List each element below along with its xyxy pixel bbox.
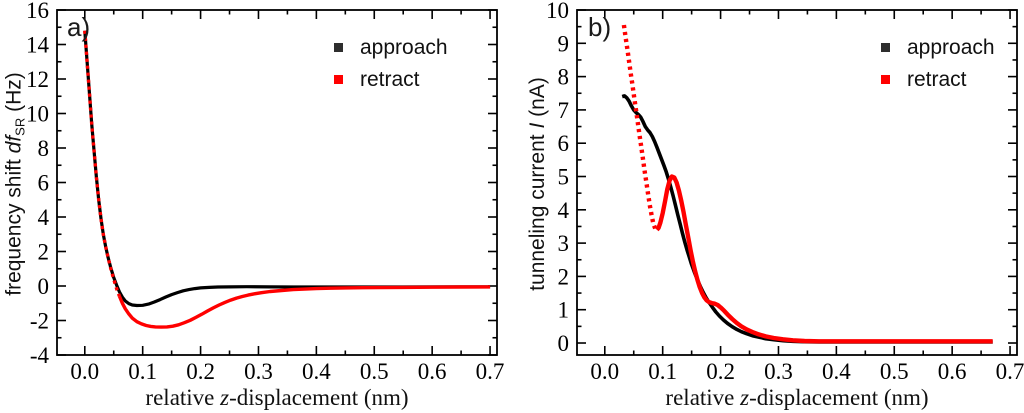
- legend-item-retract: retract: [881, 68, 995, 91]
- panel-a-legend: approach retract: [334, 36, 448, 91]
- x-tick-label: 0.2: [706, 359, 735, 384]
- x-tick-label: 0.5: [880, 359, 909, 384]
- panel-a-x-axis-title: relative z-displacement (nm): [145, 385, 408, 411]
- x-title-symbol-a: z: [220, 385, 230, 410]
- x-tick-label: 0.0: [590, 359, 619, 384]
- legend-item-retract: retract: [334, 68, 448, 91]
- legend-label-retract: retract: [360, 68, 420, 91]
- y-tick-label: 0: [558, 331, 570, 356]
- x-tick-label: 0.3: [764, 359, 793, 384]
- y-tick-label: 10: [26, 102, 49, 127]
- legend-item-approach: approach: [881, 36, 995, 59]
- retract-curve: [117, 285, 491, 329]
- legend-item-approach: approach: [334, 36, 448, 59]
- y-tick-label: 12: [26, 67, 49, 92]
- panel-b-legend: approach retract: [881, 36, 995, 91]
- approach-curve: [621, 94, 993, 344]
- y-title-unit-b: (nA): [526, 77, 549, 123]
- y-tick-label: 14: [26, 33, 50, 58]
- x-tick-label: 0.7: [476, 359, 505, 384]
- x-tick-label: 0.7: [996, 359, 1024, 384]
- x-tick-label: 0.6: [418, 359, 447, 384]
- x-tick-label: 0.3: [244, 359, 273, 384]
- y-tick-label: 6: [38, 171, 50, 196]
- x-tick-label: 0.5: [360, 359, 389, 384]
- y-tick-label: 16: [26, 0, 49, 23]
- axes-frame: [576, 9, 1018, 356]
- panel-a-label: a): [67, 12, 91, 42]
- y-tick-label: 8: [558, 65, 570, 90]
- y-title-unit-a: (Hz): [2, 72, 26, 118]
- legend-label-approach: approach: [907, 36, 995, 59]
- y-title-symbol-a: df: [2, 135, 26, 154]
- panel-b-x-axis-title: relative z-displacement (nm): [665, 385, 928, 411]
- x-title-unit-a: -displacement (nm): [229, 385, 409, 410]
- y-tick-label: 10: [546, 0, 569, 23]
- y-title-text-b: tunneling current: [526, 128, 549, 291]
- legend-label-approach: approach: [360, 36, 448, 59]
- y-tick-label: 2: [558, 264, 570, 289]
- panel-b-label: b): [588, 12, 612, 42]
- y-tick-label: -2: [30, 309, 49, 334]
- x-title-unit-b: -displacement (nm): [749, 385, 929, 410]
- y-tick-label: 4: [38, 205, 50, 230]
- retract-curve: [621, 24, 658, 230]
- x-tick-label: 0.6: [938, 359, 967, 384]
- x-tick-label: 0.2: [186, 359, 215, 384]
- panel-a-plot: 0.0 0.1 0.2 0.3 0.4 0.5 0.6 0.7 16 14 12 10 8 6 4 2 0 -2 -…: [26, 0, 504, 384]
- y-title-text-a: frequency shift: [2, 153, 26, 296]
- y-title-symbol-b: I: [526, 122, 549, 129]
- retract-curve: [83, 30, 122, 297]
- retract-curve: [655, 174, 993, 344]
- x-title-text-a: relative: [145, 385, 221, 410]
- x-title-text-b: relative: [665, 385, 741, 410]
- retract-marker-icon: [334, 75, 343, 84]
- approach-marker-icon: [334, 43, 343, 52]
- x-tick-label: 0.0: [70, 359, 99, 384]
- x-tick-label: 0.1: [648, 359, 677, 384]
- legend-label-retract: retract: [907, 68, 967, 91]
- y-tick-label: 8: [38, 136, 50, 161]
- retract-marker-icon: [881, 75, 890, 84]
- x-title-symbol-b: z: [740, 385, 750, 410]
- y-tick-label: 4: [558, 198, 570, 223]
- y-tick-label: 1: [558, 298, 570, 323]
- y-tick-label: 3: [558, 231, 570, 256]
- x-tick-label: 0.4: [822, 359, 851, 384]
- panel-a-y-axis-title: frequency shift dfSR (Hz): [3, 72, 28, 296]
- y-tick-label: 6: [558, 131, 570, 156]
- y-tick-label: 7: [558, 98, 570, 123]
- approach-marker-icon: [881, 43, 890, 52]
- x-tick-label: 0.1: [128, 359, 157, 384]
- y-tick-label: 5: [558, 165, 570, 190]
- y-tick-label: 2: [38, 240, 50, 265]
- y-title-subscript-a: SR: [12, 117, 28, 136]
- panel-b-y-axis-title: tunneling current I (nA): [526, 77, 550, 291]
- y-tick-label: -4: [30, 343, 50, 368]
- x-tick-label: 0.4: [302, 359, 331, 384]
- y-tick-label: 0: [38, 274, 50, 299]
- y-tick-label: 9: [558, 31, 570, 56]
